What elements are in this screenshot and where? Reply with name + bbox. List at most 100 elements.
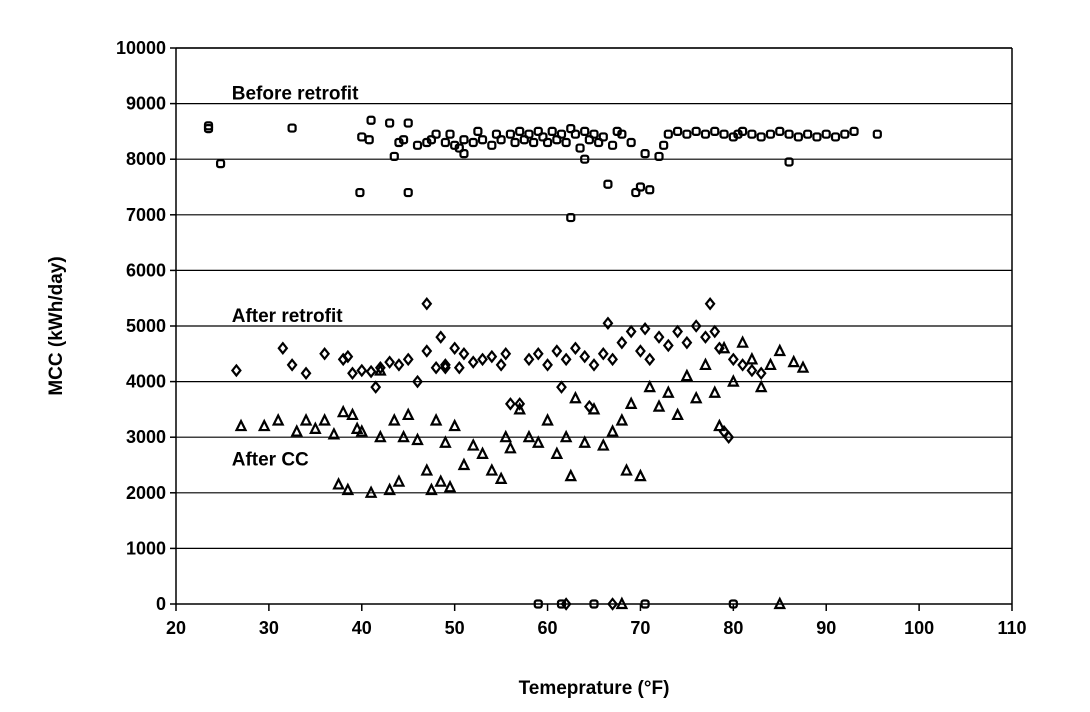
data-point-triangle bbox=[699, 357, 712, 371]
data-point-square bbox=[765, 129, 776, 139]
data-point-square bbox=[364, 135, 374, 145]
data-point-diamond bbox=[597, 347, 609, 361]
data-point-square bbox=[566, 124, 576, 134]
data-point-diamond bbox=[653, 330, 665, 344]
data-point-square bbox=[617, 129, 627, 139]
data-point-square bbox=[505, 129, 515, 139]
data-point-square bbox=[603, 179, 613, 189]
data-point-triangle bbox=[374, 363, 387, 376]
data-point-triangle bbox=[485, 463, 499, 476]
data-point-square bbox=[524, 129, 534, 139]
data-point-triangle bbox=[429, 413, 443, 426]
data-point-square bbox=[533, 599, 543, 609]
data-point-diamond bbox=[700, 330, 711, 344]
data-point-diamond bbox=[453, 360, 465, 375]
data-point-diamond bbox=[639, 322, 651, 336]
data-point-diamond bbox=[560, 597, 572, 611]
data-point-triangle bbox=[448, 418, 461, 432]
annotation-label: Before retrofit bbox=[232, 83, 359, 104]
data-point-triangle bbox=[764, 357, 777, 371]
data-point-triangle bbox=[420, 463, 434, 476]
data-point-triangle bbox=[662, 385, 675, 398]
data-point-triangle bbox=[411, 432, 424, 446]
data-point-triangle bbox=[257, 418, 271, 432]
data-point-square bbox=[626, 137, 636, 148]
data-point-square bbox=[355, 187, 365, 198]
data-point-triangle bbox=[364, 485, 378, 498]
data-point-triangle bbox=[476, 446, 489, 459]
data-point-square bbox=[357, 132, 367, 142]
data-point-diamond bbox=[560, 352, 572, 367]
x-tick-label: 40 bbox=[352, 618, 372, 638]
data-point-triangle bbox=[606, 424, 619, 437]
data-point-square bbox=[598, 132, 608, 142]
data-point-square bbox=[510, 137, 520, 148]
data-point-square bbox=[389, 151, 399, 162]
data-point-triangle bbox=[564, 468, 578, 482]
data-point-triangle bbox=[350, 421, 364, 434]
data-point-square bbox=[580, 126, 590, 137]
data-point-triangle bbox=[383, 482, 396, 496]
annotation-label: After CC bbox=[232, 449, 309, 470]
data-point-diamond bbox=[286, 358, 298, 372]
data-point-square bbox=[547, 126, 557, 137]
data-point-triangle bbox=[392, 474, 406, 487]
data-point-diamond bbox=[542, 358, 553, 372]
data-point-triangle bbox=[689, 390, 703, 404]
data-point-square bbox=[728, 599, 738, 609]
y-tick-label: 2000 bbox=[126, 483, 166, 503]
data-point-triangle bbox=[587, 401, 601, 415]
data-point-diamond bbox=[727, 352, 739, 367]
data-point-triangle bbox=[624, 396, 638, 409]
data-point-diamond bbox=[644, 352, 656, 367]
data-point-diamond bbox=[347, 366, 358, 381]
data-point-square bbox=[491, 129, 502, 139]
data-point-square bbox=[412, 140, 423, 150]
data-point-square bbox=[385, 118, 395, 128]
data-point-square bbox=[659, 140, 669, 150]
data-point-square bbox=[840, 129, 850, 139]
data-point-diamond bbox=[662, 338, 674, 353]
data-point-square bbox=[793, 132, 803, 142]
data-point-diamond bbox=[384, 355, 396, 369]
x-axis-title: Temeprature (°F) bbox=[519, 678, 670, 699]
x-tick-label: 100 bbox=[904, 618, 934, 638]
data-point-diamond bbox=[602, 316, 614, 330]
data-point-square bbox=[566, 212, 576, 223]
data-point-diamond bbox=[607, 352, 618, 367]
data-point-diamond bbox=[704, 296, 716, 311]
data-point-triangle bbox=[234, 418, 248, 432]
data-point-triangle bbox=[401, 407, 415, 421]
data-point-triangle bbox=[615, 413, 629, 426]
data-point-diamond bbox=[737, 358, 749, 372]
annotation-label: After retrofit bbox=[232, 306, 344, 327]
y-tick-label: 4000 bbox=[126, 372, 166, 392]
data-point-triangle bbox=[504, 440, 517, 454]
annotations: Before retrofit After retrofit After CC bbox=[232, 83, 359, 470]
data-point-triangle bbox=[550, 446, 564, 459]
data-point-square bbox=[431, 129, 441, 139]
data-point-triangle bbox=[346, 407, 359, 421]
data-point-square bbox=[640, 599, 650, 609]
data-point-square bbox=[529, 137, 539, 148]
data-point-triangle bbox=[531, 435, 545, 448]
data-point-triangle bbox=[541, 413, 554, 426]
data-point-triangle bbox=[727, 374, 740, 387]
y-tick-label: 5000 bbox=[126, 316, 166, 336]
data-point-square bbox=[426, 135, 437, 145]
data-point-diamond bbox=[477, 352, 488, 367]
data-point-diamond bbox=[356, 363, 368, 378]
data-point-square bbox=[215, 159, 226, 169]
data-point-diamond bbox=[393, 358, 405, 372]
data-point-diamond bbox=[319, 347, 331, 361]
data-point-square bbox=[445, 129, 455, 139]
data-point-triangle bbox=[569, 390, 582, 404]
data-point-triangle bbox=[499, 429, 513, 443]
data-point-triangle bbox=[680, 368, 694, 382]
data-point-diamond bbox=[755, 366, 767, 381]
data-point-square bbox=[589, 129, 599, 139]
data-point-square bbox=[459, 135, 469, 145]
data-point-triangle bbox=[466, 438, 480, 451]
data-point-square bbox=[519, 135, 529, 145]
data-point-square bbox=[607, 140, 618, 150]
